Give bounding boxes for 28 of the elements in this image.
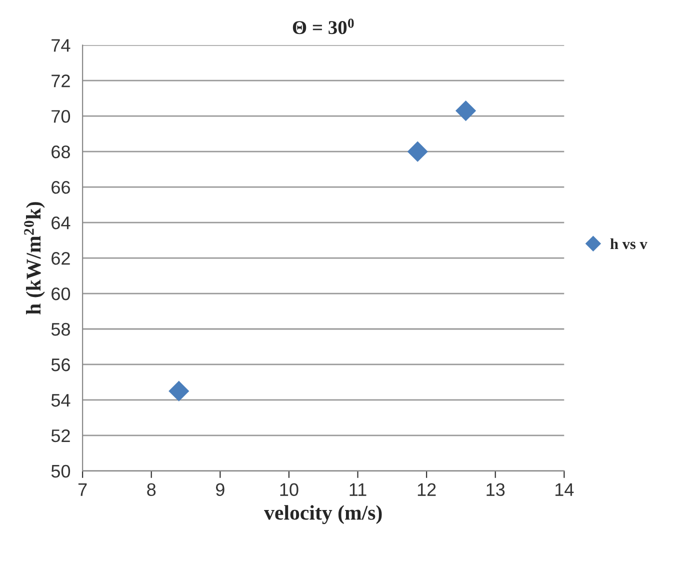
point — [407, 141, 428, 162]
x-tick-label: 12 — [418, 483, 436, 496]
y-tick-label: 74 — [52, 39, 70, 52]
x-tick-label: 8 — [147, 483, 156, 496]
y-tick-label: 60 — [52, 287, 70, 300]
y-tick-label: 62 — [52, 252, 70, 265]
y-tick-label: 72 — [52, 74, 70, 88]
x-tick-label: 7 — [78, 483, 87, 496]
legend-label: h vs v — [610, 238, 648, 250]
y-tick-label: 58 — [51, 322, 70, 336]
y-tick-label: 50 — [51, 464, 70, 478]
x-tick-label: 10 — [280, 483, 298, 496]
y-tick-label: 54 — [51, 394, 70, 407]
y-tick-label: 70 — [52, 110, 70, 123]
x-axis-title: velocity (m/s) — [264, 505, 382, 524]
x-tick-label: 14 — [555, 483, 574, 496]
y-tick-label: 56 — [51, 358, 70, 372]
y-axis-title: h (kW/m$^{20}$k) — [24, 202, 45, 314]
x-tick-label: 9 — [216, 483, 224, 496]
y-tick-label: 64 — [52, 216, 70, 230]
y-tick-label: 68 — [52, 146, 70, 158]
y-tick-label: 52 — [51, 429, 70, 442]
point — [168, 380, 190, 402]
y-tick-label: 66 — [52, 180, 70, 194]
x-tick-label: 13 — [486, 483, 505, 496]
chart-title: Θ = 30$^{0}$ — [292, 18, 354, 34]
point — [455, 100, 476, 122]
x-tick-label: 11 — [350, 483, 366, 496]
